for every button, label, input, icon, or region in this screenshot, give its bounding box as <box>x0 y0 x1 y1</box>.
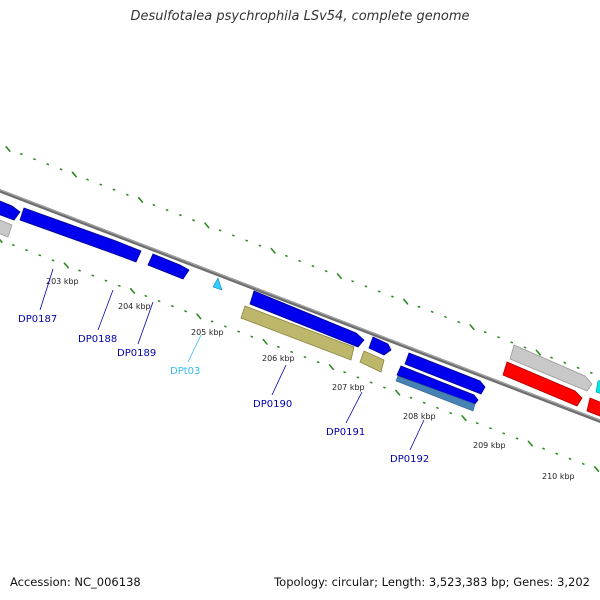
major-tick <box>5 146 11 152</box>
leader-dp0191 <box>345 391 363 424</box>
leader-dp0189 <box>137 301 154 345</box>
major-tick <box>336 273 343 280</box>
major-tick <box>270 247 276 254</box>
minor-tick <box>51 259 55 262</box>
minor-tick <box>311 264 315 268</box>
feature-cds-dp0192[interactable] <box>404 352 486 395</box>
feature-cds-dp0190[interactable] <box>249 290 365 348</box>
kbp-label: 208 kbp <box>403 412 436 421</box>
minor-tick <box>422 401 426 404</box>
minor-tick <box>303 355 307 359</box>
minor-tick <box>179 214 182 217</box>
minor-tick <box>542 447 545 450</box>
minor-tick <box>298 259 302 263</box>
leader-dp0190 <box>271 364 287 396</box>
feature-cds-dp0189[interactable] <box>147 253 190 280</box>
topology-text: Topology: circular; Length: 3,523,383 bp… <box>274 575 590 589</box>
kbp-label: 206 kbp <box>262 354 295 363</box>
major-tick <box>469 324 475 331</box>
feature-gray-left[interactable] <box>0 218 13 238</box>
gene-label-dp0188[interactable]: DP0188 <box>78 334 117 345</box>
feature-cds-left[interactable] <box>0 199 21 221</box>
minor-tick <box>324 270 328 273</box>
feature-trna-dpt03[interactable] <box>212 277 223 291</box>
minor-tick <box>184 310 187 313</box>
feature-red-1[interactable] <box>502 361 583 407</box>
map-title: Desulfotalea psychrophila LSv54, complet… <box>130 9 470 24</box>
major-tick <box>0 238 3 243</box>
inner-tick-ring <box>0 238 600 473</box>
minor-tick <box>457 320 461 324</box>
gene-label-dp0191[interactable]: DP0191 <box>326 427 365 438</box>
gene-label-dp0190[interactable]: DP0190 <box>253 399 292 410</box>
minor-tick <box>555 452 559 455</box>
major-tick <box>204 222 210 229</box>
feature-cds-dp0191[interactable] <box>368 336 392 356</box>
minor-tick <box>86 178 89 181</box>
feature-khaki-1[interactable] <box>240 305 355 361</box>
major-tick <box>535 349 542 356</box>
minor-tick <box>563 361 567 364</box>
backbone-line-highlight <box>0 189 600 421</box>
gene-label-dp0187[interactable]: DP0187 <box>18 314 57 325</box>
major-tick <box>593 465 600 473</box>
gene-label-dp0189[interactable]: DP0189 <box>117 348 156 359</box>
outer-tick-ring <box>5 146 593 374</box>
kbp-label: 209 kbp <box>473 441 506 450</box>
kbp-label: 205 kbp <box>191 328 224 337</box>
minor-tick <box>550 356 553 359</box>
major-tick <box>262 338 268 345</box>
minor-tick <box>576 366 580 369</box>
leader-dp0192 <box>409 419 425 451</box>
minor-tick <box>59 168 63 171</box>
minor-tick <box>316 361 320 364</box>
gene-label-dp0192[interactable]: DP0192 <box>390 454 429 465</box>
kbp-label: 204 kbp <box>118 302 151 311</box>
major-tick <box>196 313 202 320</box>
feature-gray-right[interactable] <box>509 344 593 392</box>
kbp-label: 207 kbp <box>332 383 365 392</box>
minor-tick <box>78 269 81 272</box>
kbp-label: 203 kbp <box>46 277 79 286</box>
feature-khaki-2[interactable] <box>359 350 385 373</box>
major-tick <box>137 196 144 203</box>
major-tick <box>63 262 69 269</box>
leader-dp0188 <box>97 289 114 331</box>
minor-tick <box>430 310 434 313</box>
minor-tick <box>568 457 572 460</box>
major-tick <box>402 298 409 305</box>
feature-cds-dp0188[interactable] <box>19 207 142 263</box>
minor-tick <box>436 406 439 410</box>
minor-tick <box>192 219 195 222</box>
major-tick <box>461 415 467 422</box>
major-tick <box>71 171 77 178</box>
major-tick <box>394 389 401 396</box>
feature-cyan[interactable] <box>595 379 600 395</box>
minor-tick <box>449 411 453 415</box>
feature-steel[interactable] <box>395 375 476 412</box>
major-tick <box>129 287 136 294</box>
accession-text: Accession: NC_006138 <box>10 575 141 589</box>
feature-red-2[interactable] <box>586 397 600 418</box>
minor-tick <box>290 350 294 354</box>
leader-dp0187 <box>39 268 54 311</box>
feature-cds-dp0192-b[interactable] <box>396 365 479 406</box>
minor-tick <box>444 315 447 319</box>
leader-dpt03 <box>187 334 202 363</box>
major-tick <box>328 364 335 371</box>
gene-label-dpt03[interactable]: DPt03 <box>170 366 200 377</box>
major-tick <box>527 440 534 447</box>
kbp-label: 210 kbp <box>542 472 575 481</box>
backbone-line <box>0 188 600 424</box>
minor-tick <box>171 305 174 308</box>
